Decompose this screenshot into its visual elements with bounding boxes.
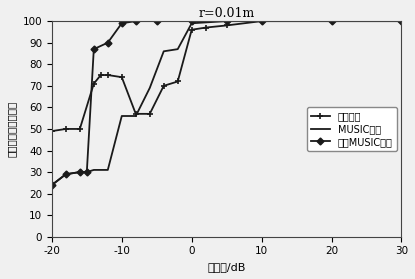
复声强法 — [77, 127, 82, 131]
复声强法 — [161, 84, 166, 88]
复声强法 — [203, 26, 208, 29]
修正MUSIC算法 — [259, 20, 264, 23]
修正MUSIC算法 — [329, 20, 334, 23]
MUSIC算法 — [189, 21, 194, 25]
修正MUSIC算法 — [84, 170, 89, 174]
复声强法 — [147, 112, 152, 116]
Title: r=0.01m: r=0.01m — [198, 7, 255, 20]
复声强法 — [98, 73, 103, 77]
MUSIC算法 — [91, 168, 96, 172]
MUSIC算法 — [399, 20, 404, 23]
复声强法 — [91, 82, 96, 85]
复声强法 — [133, 112, 138, 116]
MUSIC算法 — [77, 170, 82, 174]
复声强法 — [49, 129, 54, 133]
复声强法 — [259, 20, 264, 23]
Line: 复声强法: 复声强法 — [49, 18, 405, 134]
MUSIC算法 — [329, 20, 334, 23]
Legend: 复声强法, MUSIC算法, 修正MUSIC算法: 复声强法, MUSIC算法, 修正MUSIC算法 — [307, 107, 397, 151]
MUSIC算法 — [84, 170, 89, 174]
修正MUSIC算法 — [224, 20, 229, 23]
修正MUSIC算法 — [91, 47, 96, 51]
修正MUSIC算法 — [399, 20, 404, 23]
X-axis label: 信噪比/dB: 信噪比/dB — [208, 262, 246, 272]
修正MUSIC算法 — [77, 170, 82, 174]
MUSIC算法 — [147, 86, 152, 90]
复声强法 — [189, 28, 194, 32]
修正MUSIC算法 — [133, 20, 138, 23]
MUSIC算法 — [105, 168, 110, 172]
MUSIC算法 — [259, 20, 264, 23]
Line: MUSIC算法: MUSIC算法 — [52, 21, 401, 185]
MUSIC算法 — [175, 47, 180, 51]
MUSIC算法 — [63, 172, 68, 176]
复声强法 — [63, 127, 68, 131]
MUSIC算法 — [49, 183, 54, 187]
复声强法 — [224, 24, 229, 27]
修正MUSIC算法 — [49, 183, 54, 187]
复声强法 — [105, 73, 110, 77]
修正MUSIC算法 — [105, 41, 110, 44]
MUSIC算法 — [224, 20, 229, 23]
MUSIC算法 — [133, 114, 138, 118]
Y-axis label: 方位估计的成功概率: 方位估计的成功概率 — [7, 101, 17, 157]
复声强法 — [119, 76, 124, 79]
Line: 修正MUSIC算法: 修正MUSIC算法 — [49, 19, 404, 187]
MUSIC算法 — [119, 114, 124, 118]
复声强法 — [329, 20, 334, 23]
修正MUSIC算法 — [63, 172, 68, 176]
修正MUSIC算法 — [189, 20, 194, 23]
复声强法 — [399, 20, 404, 23]
修正MUSIC算法 — [154, 20, 159, 23]
复声强法 — [175, 80, 180, 83]
修正MUSIC算法 — [119, 21, 124, 25]
MUSIC算法 — [161, 50, 166, 53]
